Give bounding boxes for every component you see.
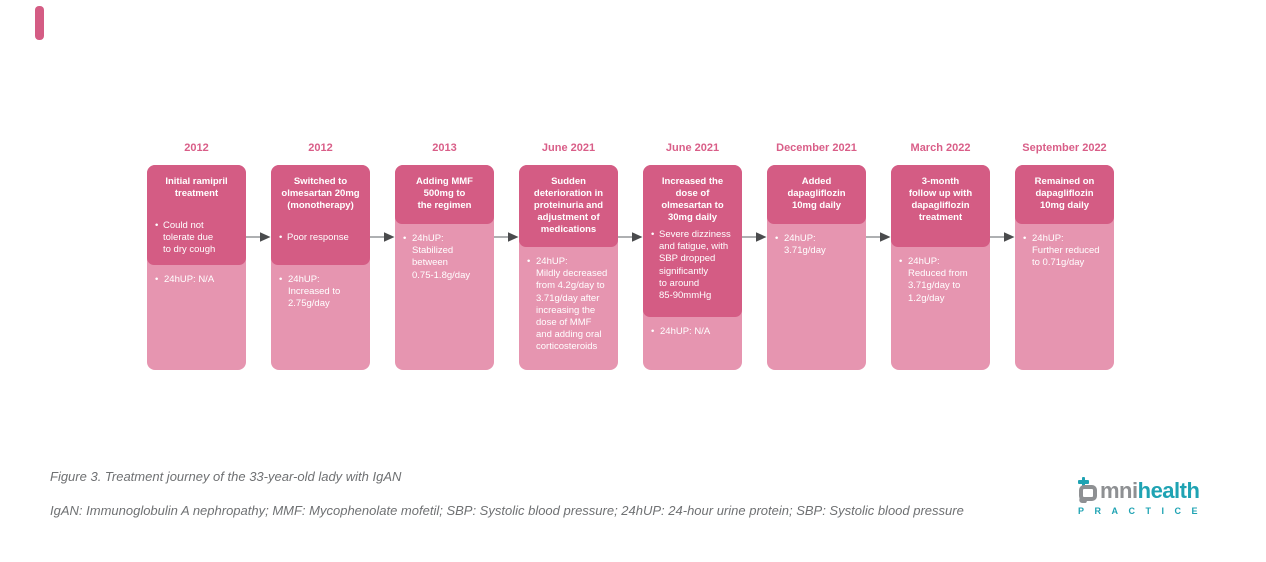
stage-header: Remained on dapagliflozin 10mg daily [1015,165,1114,224]
stage-lab-bullet: 24hUP: Increased to 2.75g/day [279,274,365,311]
arrow-gap [742,142,767,370]
treatment-timeline: 2012 Initial ramipril treatment Could no… [147,142,1114,370]
timeline-stage-4: June 2021 Sudden deterioration in protei… [519,142,618,370]
stage-header: Adding MMF 500mg to the regimen [395,165,494,224]
stage-date: December 2021 [776,142,857,154]
stage-lab-bullet: 24hUP: N/A [155,273,241,286]
arrow-right-icon [742,232,767,242]
logo-text-health: health [1137,478,1200,503]
omni-o-glyph-icon [1078,476,1100,503]
arrow-gap [370,142,395,370]
stage-title: Added dapagliflozin 10mg daily [787,176,846,211]
stage-header: Sudden deterioration in proteinuria and … [519,165,618,247]
arrow-right-icon [990,232,1015,242]
stage-title: Switched to olmesartan 20mg (monotherapy… [281,176,360,211]
stage-body: 24hUP: Mildly decreased from 4.2g/day to… [519,247,618,354]
stage-card: Added dapagliflozin 10mg daily 24hUP: 3.… [767,165,866,370]
stage-header: Switched to olmesartan 20mg (monotherapy… [271,165,370,265]
stage-body: 24hUP: Stabilized between 0.75-1.8g/day [395,224,494,282]
stage-lab-bullet: 24hUP: 3.71g/day [775,232,861,257]
stage-body: 24hUP: Further reduced to 0.71g/day [1015,224,1114,270]
stage-body: 24hUP: Reduced from 3.71g/day to 1.2g/da… [891,247,990,305]
arrow-right-icon [246,232,271,242]
logo-subtitle: PRACTICE [1078,506,1209,516]
timeline-stage-1: 2012 Initial ramipril treatment Could no… [147,142,246,370]
figure-caption: Figure 3. Treatment journey of the 33-ye… [50,469,402,484]
arrow-right-icon [494,232,519,242]
stage-header: Initial ramipril treatment Could not tol… [147,165,246,265]
timeline-stage-6: December 2021 Added dapagliflozin 10mg d… [767,142,866,370]
stage-header: 3-month follow up with dapagliflozin tre… [891,165,990,247]
omnihealth-logo: mni health PRACTICE [1078,476,1219,516]
stage-title: 3-month follow up with dapagliflozin tre… [908,176,973,223]
arrow-right-icon [370,232,395,242]
accent-bar [35,6,44,40]
stage-detail-bullet: Poor response [279,231,363,244]
stage-body: 24hUP: N/A [643,317,742,338]
stage-card: Remained on dapagliflozin 10mg daily 24h… [1015,165,1114,370]
arrow-gap [866,142,891,370]
abbreviations-note: IgAN: Immunoglobulin A nephropathy; MMF:… [50,503,964,518]
stage-header: Increased the dose of olmesartan to 30mg… [643,165,742,317]
stage-title: Sudden deterioration in proteinuria and … [533,176,604,235]
stage-title: Remained on dapagliflozin 10mg daily [1034,176,1095,211]
plus-icon [1081,476,1086,487]
stage-lab-bullet: 24hUP: N/A [651,325,737,338]
stage-header: Added dapagliflozin 10mg daily [767,165,866,224]
stage-date: March 2022 [910,142,971,154]
stage-lab-bullet: 24hUP: Further reduced to 0.71g/day [1023,233,1109,270]
stage-card: Increased the dose of olmesartan to 30mg… [643,165,742,370]
stage-date: 2012 [308,142,333,154]
arrow-gap [618,142,643,370]
stage-date: 2013 [432,142,457,154]
logo-text-omni: mni [1100,478,1138,503]
stage-date: September 2022 [1022,142,1107,154]
stage-card: 3-month follow up with dapagliflozin tre… [891,165,990,370]
stage-date: 2012 [184,142,209,154]
stage-lab-bullet: 24hUP: Mildly decreased from 4.2g/day to… [527,256,613,354]
stage-card: Adding MMF 500mg to the regimen 24hUP: S… [395,165,494,370]
timeline-stage-8: September 2022 Remained on dapagliflozin… [1015,142,1114,370]
stage-card: Sudden deterioration in proteinuria and … [519,165,618,370]
stage-title: Adding MMF 500mg to the regimen [416,176,473,211]
arrow-gap [246,142,271,370]
logo-wordmark: mni health [1078,476,1219,503]
timeline-stage-5: June 2021 Increased the dose of olmesart… [643,142,742,370]
stage-card: Initial ramipril treatment Could not tol… [147,165,246,370]
stage-body: 24hUP: Increased to 2.75g/day [271,265,370,311]
stage-lab-bullet: 24hUP: Reduced from 3.71g/day to 1.2g/da… [899,256,985,305]
stage-body: 24hUP: 3.71g/day [767,224,866,257]
arrow-right-icon [866,232,891,242]
timeline-stage-3: 2013 Adding MMF 500mg to the regimen 24h… [395,142,494,370]
stage-title: Initial ramipril treatment [165,176,228,199]
arrow-gap [494,142,519,370]
stage-date: June 2021 [541,142,596,154]
stage-detail-bullet: Could not tolerate due to dry cough [155,220,239,257]
stage-lab-bullet: 24hUP: Stabilized between 0.75-1.8g/day [403,233,489,282]
stage-detail-bullet: Severe dizziness and fatigue, with SBP d… [651,228,735,302]
arrow-gap [990,142,1015,370]
stage-card: Switched to olmesartan 20mg (monotherapy… [271,165,370,370]
timeline-stage-7: March 2022 3-month follow up with dapagl… [891,142,990,370]
timeline-stage-2: 2012 Switched to olmesartan 20mg (monoth… [271,142,370,370]
arrow-right-icon [618,232,643,242]
stage-title: Increased the dose of olmesartan to 30mg… [661,176,724,223]
stage-date: June 2021 [665,142,720,154]
stage-body: 24hUP: N/A [147,265,246,286]
